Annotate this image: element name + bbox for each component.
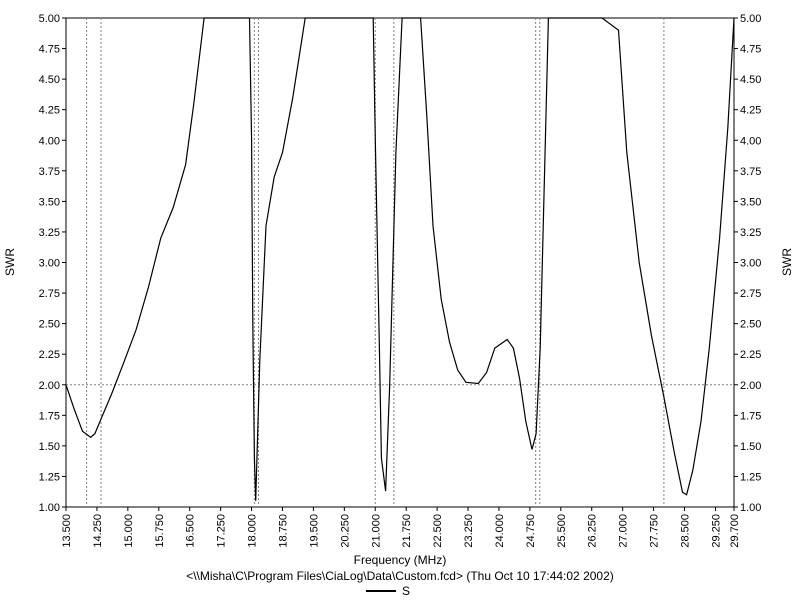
series-line xyxy=(65,17,735,501)
y-tick-label-left: 4.75 xyxy=(39,44,60,56)
plot-area xyxy=(65,17,735,508)
x-tick-label: 15.000 xyxy=(123,514,135,548)
y-tick-label-right: 3.50 xyxy=(740,196,761,208)
y-axis-label-left: SWR xyxy=(3,248,17,276)
y-tick-label-right: 1.75 xyxy=(740,410,761,422)
x-tick-label: 18.000 xyxy=(247,514,259,548)
y-axis-left-ticks: 1.00 1.25 1.50 1.75 2.00 2.25 2.50 2.75 3.00 3.25… xyxy=(39,13,66,514)
y-tick-label-left: 4.50 xyxy=(39,74,60,86)
y-tick-label-right: 2.75 xyxy=(740,288,761,300)
y-tick-label-right: 2.50 xyxy=(740,319,761,331)
y-axis-label-right: SWR xyxy=(780,248,794,276)
y-tick-label-left: 3.50 xyxy=(39,196,60,208)
x-tick-label: 22.500 xyxy=(432,514,444,548)
x-tick-label: 18.750 xyxy=(277,514,289,548)
x-tick-label: 27.750 xyxy=(649,514,661,548)
y-tick-label-left: 1.75 xyxy=(39,410,60,422)
x-tick-label: 24.000 xyxy=(494,514,506,548)
y-tick-label-left: 5.00 xyxy=(39,13,60,25)
x-tick-label: 25.500 xyxy=(556,514,568,548)
x-tick-label: 15.750 xyxy=(154,514,166,548)
y-tick-label-left: 2.00 xyxy=(39,380,60,392)
x-tick-label: 24.750 xyxy=(525,514,537,548)
x-tick-label: 20.250 xyxy=(339,514,351,548)
x-tick-label: 23.250 xyxy=(463,514,475,548)
y-tick-label-right: 4.50 xyxy=(740,74,761,86)
legend: S xyxy=(366,584,410,598)
x-tick-label: 21.000 xyxy=(370,514,382,548)
series-lines xyxy=(65,17,735,501)
y-tick-label-right: 2.00 xyxy=(740,380,761,392)
y-tick-label-right: 3.00 xyxy=(740,258,761,270)
y-tick-label-left: 3.00 xyxy=(39,258,60,270)
file-caption: <\\Misha\C\Program Files\CiaLog\Data\Cus… xyxy=(186,569,614,583)
y-tick-label-left: 1.00 xyxy=(39,502,60,514)
y-tick-label-right: 3.75 xyxy=(740,166,761,178)
band-markers xyxy=(86,18,665,507)
x-tick-label: 27.000 xyxy=(618,514,630,548)
y-tick-label-right: 4.00 xyxy=(740,135,761,147)
y-axis-right-ticks: 1.00 1.25 1.50 1.75 2.00 2.25 2.50 2.75 3.00 3.25… xyxy=(734,13,761,514)
x-tick-label: 14.250 xyxy=(92,514,104,548)
y-tick-label-right: 2.25 xyxy=(740,349,761,361)
y-tick-label-left: 4.25 xyxy=(39,105,60,117)
x-tick-label: 17.250 xyxy=(216,514,228,548)
y-tick-label-left: 2.50 xyxy=(39,319,60,331)
y-tick-label-right: 4.25 xyxy=(740,105,761,117)
x-tick-label: 21.750 xyxy=(401,514,413,548)
x-tick-label: 29.700 xyxy=(729,514,741,548)
y-tick-label-right: 4.75 xyxy=(740,44,761,56)
y-tick-label-right: 1.00 xyxy=(740,502,761,514)
y-tick-label-left: 2.75 xyxy=(39,288,60,300)
y-tick-label-left: 1.50 xyxy=(39,441,60,453)
x-tick-label: 29.250 xyxy=(710,514,722,548)
x-tick-label: 19.500 xyxy=(308,514,320,548)
y-tick-label-right: 5.00 xyxy=(740,13,761,25)
x-axis-label: Frequency (MHz) xyxy=(354,553,447,567)
x-tick-label: 16.500 xyxy=(185,514,197,548)
y-tick-label-left: 2.25 xyxy=(39,349,60,361)
x-tick-label: 26.250 xyxy=(587,514,599,548)
x-tick-label: 28.500 xyxy=(680,514,692,548)
y-tick-label-right: 1.25 xyxy=(740,471,761,483)
x-tick-label: 13.500 xyxy=(61,514,73,548)
y-tick-label-left: 3.25 xyxy=(39,227,60,239)
legend-swatch xyxy=(366,590,396,592)
y-tick-label-left: 3.75 xyxy=(39,166,60,178)
x-axis-ticks: 13.500 14.250 15.000 15.750 16.500 17.250 18.0… xyxy=(61,507,741,548)
legend-label: S xyxy=(402,584,411,598)
y-tick-label-left: 1.25 xyxy=(39,471,60,483)
y-tick-label-right: 3.25 xyxy=(740,227,761,239)
y-tick-label-right: 1.50 xyxy=(740,441,761,453)
y-tick-label-left: 4.00 xyxy=(39,135,60,147)
